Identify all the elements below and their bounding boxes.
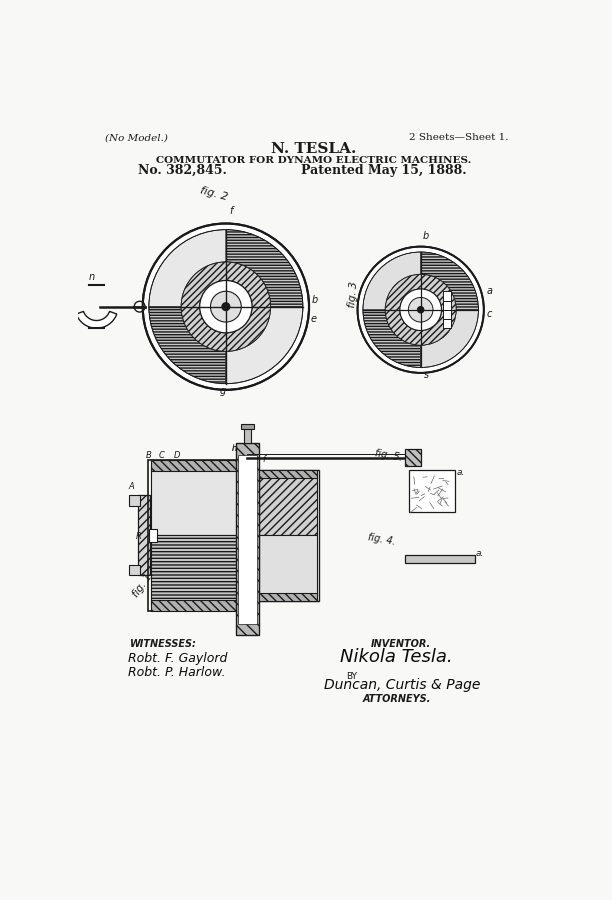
Bar	[259, 593, 317, 601]
Bar	[259, 473, 317, 536]
Text: f: f	[263, 455, 266, 464]
Bar	[259, 536, 317, 597]
Bar	[409, 470, 455, 512]
Text: e: e	[310, 314, 316, 324]
Text: fig. 4.: fig. 4.	[367, 533, 396, 547]
Bar	[241, 425, 255, 429]
Text: fig. 5.: fig. 5.	[375, 448, 404, 463]
Polygon shape	[76, 311, 117, 328]
Circle shape	[408, 297, 433, 322]
Bar	[443, 301, 450, 310]
Bar	[443, 310, 450, 319]
Text: (No Model.): (No Model.)	[105, 133, 168, 142]
Text: Robt. P. Harlow.: Robt. P. Harlow.	[128, 666, 226, 680]
Text: Duncan, Curtis & Page: Duncan, Curtis & Page	[324, 678, 481, 691]
Bar	[405, 554, 474, 563]
Text: Robt. F. Gaylord: Robt. F. Gaylord	[128, 652, 228, 665]
Text: a.: a.	[457, 467, 465, 476]
Text: a: a	[151, 604, 156, 613]
Text: Nikola Tesla.: Nikola Tesla.	[340, 648, 452, 666]
Text: g: g	[220, 386, 226, 396]
Circle shape	[181, 262, 271, 351]
Text: C: C	[159, 452, 165, 461]
Text: Patented May 15, 1888.: Patented May 15, 1888.	[301, 164, 467, 177]
Bar	[405, 449, 420, 466]
Text: COMMUTATOR FOR DYNAMO ELECTRIC MACHINES.: COMMUTATOR FOR DYNAMO ELECTRIC MACHINES.	[156, 157, 471, 166]
Text: h: h	[232, 444, 237, 453]
Text: c: c	[175, 604, 179, 613]
Text: b: b	[163, 604, 168, 613]
Circle shape	[417, 307, 424, 313]
Bar	[443, 319, 450, 328]
Text: f: f	[230, 206, 233, 216]
Text: b: b	[422, 231, 428, 241]
Text: fig. 1.: fig. 1.	[130, 569, 155, 599]
Text: e: e	[200, 604, 204, 613]
Text: B: B	[146, 452, 152, 461]
Bar	[258, 470, 319, 601]
Circle shape	[134, 302, 145, 312]
Wedge shape	[420, 310, 479, 367]
Bar	[443, 292, 450, 301]
Bar	[151, 600, 240, 611]
Text: N. TESLA.: N. TESLA.	[271, 141, 356, 156]
Wedge shape	[226, 230, 303, 307]
Wedge shape	[386, 274, 456, 346]
Wedge shape	[226, 307, 303, 383]
Text: BY: BY	[346, 672, 357, 681]
Text: n: n	[89, 272, 95, 282]
Text: A: A	[128, 482, 134, 491]
Bar	[138, 495, 150, 575]
Text: R: R	[136, 532, 141, 541]
Circle shape	[400, 289, 441, 330]
Text: fig. 3: fig. 3	[347, 281, 359, 308]
Bar	[151, 536, 240, 605]
Text: WITNESSES:: WITNESSES:	[130, 639, 197, 649]
Text: D: D	[174, 452, 181, 461]
Text: s: s	[424, 370, 429, 380]
Wedge shape	[363, 310, 420, 367]
Text: b: b	[312, 295, 318, 305]
Text: d: d	[187, 604, 192, 613]
Circle shape	[386, 274, 456, 346]
Bar	[238, 454, 256, 624]
Circle shape	[200, 281, 252, 333]
Circle shape	[143, 223, 309, 390]
Bar	[148, 460, 243, 611]
Text: ATTORNEYS.: ATTORNEYS.	[363, 695, 431, 705]
Text: No. 382,845.: No. 382,845.	[138, 164, 227, 177]
Bar	[259, 470, 317, 478]
Circle shape	[211, 292, 241, 322]
Text: c: c	[487, 310, 492, 320]
Bar	[236, 443, 259, 635]
Wedge shape	[420, 252, 479, 310]
Bar	[129, 564, 140, 575]
Text: a: a	[487, 286, 493, 296]
Bar	[151, 460, 240, 471]
Text: fig. 2: fig. 2	[199, 185, 229, 202]
Text: a.: a.	[476, 549, 485, 558]
Text: n: n	[232, 444, 237, 453]
Text: 2 Sheets—Sheet 1.: 2 Sheets—Sheet 1.	[409, 133, 509, 142]
Bar	[244, 428, 252, 443]
Circle shape	[357, 247, 484, 373]
Wedge shape	[149, 307, 226, 383]
Text: INVENTOR.: INVENTOR.	[371, 639, 431, 649]
Wedge shape	[181, 262, 271, 351]
Bar	[149, 529, 157, 542]
Circle shape	[222, 302, 230, 310]
Wedge shape	[149, 230, 226, 307]
Wedge shape	[363, 252, 420, 310]
Bar	[129, 495, 140, 506]
Bar	[151, 466, 240, 536]
